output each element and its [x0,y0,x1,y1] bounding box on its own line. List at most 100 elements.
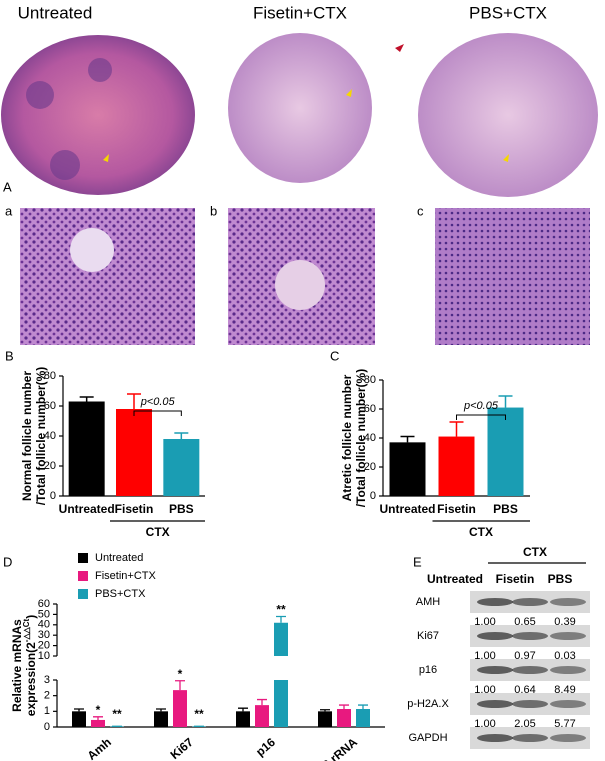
panel-label: A [3,179,12,194]
error-bar [127,393,141,409]
row-label: p-H2A.X [407,698,449,710]
x-tick-label: Ki67 [168,735,197,761]
micrograph [435,208,590,345]
error-bar [93,716,103,720]
group-label: CTX [523,545,547,559]
error-bar [449,421,464,437]
error-bar [358,704,368,709]
ovary-section [228,33,372,183]
oocyte [275,260,325,310]
x-tick-label: Fisetin [115,502,154,516]
follicle [50,150,80,180]
blot-band [512,598,548,606]
blot-band [550,734,586,742]
band-ratio: 0.65 [514,616,535,628]
band-ratio: 0.97 [514,650,535,662]
row-label: Ki67 [417,630,439,642]
row-label: p16 [419,664,437,676]
panel-label: b [210,203,217,218]
follicle [88,58,112,82]
y-tick-label: 1 [44,705,50,717]
x-tick-label: Amh [85,735,114,761]
bar [356,708,370,727]
significance-label: ** [276,603,286,617]
panel-label: c [417,203,424,218]
y-tick-label: 10 [38,650,50,662]
bar [116,409,152,496]
error-bar [175,680,185,691]
blot-band [512,700,548,708]
ovary-section [418,33,598,197]
legend-swatch [78,571,88,581]
y-axis-label: /Total follicle number(%) [354,369,368,507]
column-header: Untreated [427,572,483,586]
image-title: PBS+CTX [469,3,547,22]
bar [389,442,426,496]
y-tick-label: 40 [38,619,50,631]
y-tick-label: 30 [38,629,50,641]
column-header: PBS [548,572,573,586]
bar [438,436,475,496]
image-title: Fisetin+CTX [253,3,347,22]
error-bar [174,432,189,439]
bar [72,711,86,727]
x-tick-label: Untreated [379,502,435,516]
band-ratio: 1.00 [474,684,495,696]
y-tick-label: 60 [44,400,56,412]
column-header: Fisetin [496,572,535,586]
band-ratio: 0.03 [554,650,575,662]
arrow [346,89,352,97]
y-tick-label: 20 [38,640,50,652]
arrow [503,154,509,162]
y-tick-label: 2 [44,690,50,702]
x-tick-label: PBS [493,502,518,516]
bar [91,719,105,727]
legend-swatch [78,553,88,563]
bar [318,711,332,727]
y-axis-label: Relative mRNAs [10,619,24,712]
y-axis-label-part: ) [24,615,38,619]
error-bar [320,709,330,712]
y-tick-label: 0 [50,490,56,502]
panel-label: B [5,348,14,363]
y-tick-label: 60 [38,598,50,610]
x-tick-label: PBS [169,502,194,516]
group-label: CTX [469,525,493,539]
panel-label: C [330,348,339,363]
histology-images [1,33,598,345]
arrow [103,154,109,162]
y-tick-label: 0 [370,490,376,502]
blot-band [477,632,513,640]
blot-band [550,700,586,708]
band-ratio: 1.00 [474,650,495,662]
x-tick-label: p16 [253,735,278,759]
legend-label: PBS+CTX [95,588,146,600]
y-tick-label: 40 [364,432,376,444]
bar [163,439,200,496]
y-axis-label: expression(2-△△Ct) [22,615,38,716]
significance-label: * [178,667,183,681]
row-label: AMH [416,596,441,608]
bar [154,711,168,727]
y-tick-label: 20 [44,460,56,472]
micrograph [20,208,195,345]
significance-label: * [96,703,101,717]
panel-label: a [5,203,13,218]
y-tick-label: 60 [364,403,376,415]
blot-band [550,632,586,640]
blot-band [512,734,548,742]
error-bar [238,707,248,712]
significance-label: ** [194,707,204,721]
blot-band [477,734,513,742]
significance-bracket [133,410,182,416]
error-bar [257,698,267,706]
y-tick-label: 0 [44,721,50,733]
blot-band [550,666,586,674]
bar [236,711,250,727]
bar [68,401,105,496]
blot-band [550,598,586,606]
annotation: p<0.05 [463,400,499,412]
y-tick-label: 80 [364,374,376,386]
y-axis-label: /Total follicle number(%) [34,367,48,505]
significance-label: ** [112,707,122,721]
